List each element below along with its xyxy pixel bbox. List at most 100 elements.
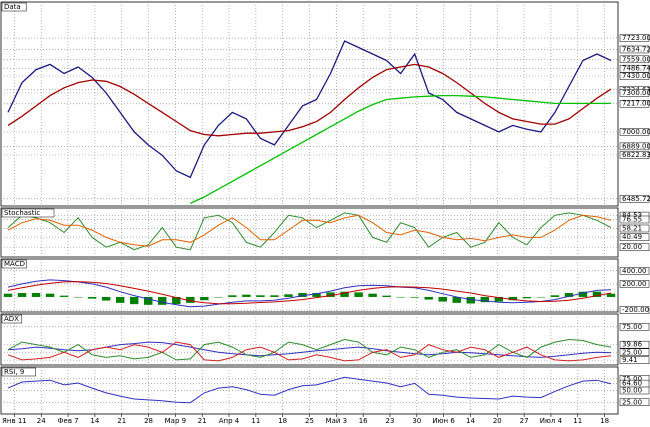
histogram-bar [354,292,363,297]
y-tick-label: 75.00 [622,323,642,331]
histogram-bar [312,293,321,297]
histogram-bar [368,293,377,297]
histogram-bar [284,294,293,297]
histogram-bar [592,291,602,297]
y-tick-label: 6889.00 [622,142,650,150]
y-tick-box [619,398,650,406]
histogram-bar [578,291,588,297]
histogram-bar [298,293,307,297]
x-tick-label: Мар 9 [165,417,186,425]
panel-title-box [1,367,36,377]
y-tick-label: 50.00 [622,387,642,395]
y-tick-box [619,243,650,251]
y-tick-label: 7217.00 [622,100,650,108]
y-tick-label: 7300.00 [622,89,650,97]
x-tick-label: 27 [520,417,529,425]
x-tick-label: 16 [359,417,368,425]
x-tick-label: 30 [412,417,421,425]
histogram-bar [564,293,574,297]
x-tick-label: 18 [278,417,287,425]
histogram-bar [31,293,41,297]
histogram-bar [87,296,97,299]
y-tick-label: 7486.74 [622,65,650,73]
y-tick-label: 6485.72 [622,195,650,203]
y-tick-label: 58.21 [622,224,642,232]
histogram-bar [410,296,419,298]
y-tick-label: 75.00 [622,375,642,383]
y-tick-box [619,55,650,64]
panel-title: Data [4,3,21,11]
histogram-bar [228,295,237,297]
panel-title-box [1,208,55,218]
y-tick-label: 9.41 [622,356,638,364]
histogram-bar [200,296,209,301]
y-tick-label: 39.86 [622,341,643,349]
x-tick-label: 20 [493,417,502,425]
x-tick-label: 25 [305,417,314,425]
x-tick-label: 14 [466,417,475,425]
x-tick-label: 14 [90,417,99,425]
histogram-bar [466,296,475,304]
histogram-bar [242,294,251,297]
histogram-bar [452,296,461,303]
series-line [7,214,612,247]
y-tick-box [619,267,650,275]
y-tick-label: 7559.00 [622,55,650,63]
series-line [190,94,611,204]
x-tick-label: Фев 7 [57,417,78,425]
histogram-bar [550,295,560,297]
y-tick-box [619,215,650,224]
y-tick-label: 25.00 [622,398,642,406]
y-tick-box [619,34,650,42]
y-tick-box [619,323,650,331]
y-tick-box [619,233,650,241]
y-tick-label: 84.53 [622,212,642,220]
histogram-bar [256,295,265,297]
histogram-bar [186,296,195,303]
histogram-bar [144,296,153,305]
y-tick-label: 7723.00 [622,34,650,42]
series-line [7,338,612,361]
panel-title-box [1,314,23,324]
x-tick-label: Янв 11 [2,417,27,425]
panel-title: Stochastic [4,209,40,217]
x-tick-label: 21 [198,417,207,425]
series-line [7,279,612,308]
y-tick-box [619,280,650,288]
panel-title: RSI, 9 [4,368,24,376]
x-tick-label: 18 [600,417,609,425]
histogram-bar [101,296,111,301]
histogram-bar [326,292,335,297]
histogram-bar [158,296,167,305]
x-tick-label: Апр 4 [219,417,240,425]
series-line [7,341,612,358]
y-tick-label: 64.60 [622,380,642,388]
x-tick-label: Май 3 [326,417,348,425]
histogram-bar [270,295,279,297]
panel-title: ADX [4,315,19,323]
y-tick-box [619,89,650,97]
series-line [7,40,612,179]
series-line [7,376,612,404]
histogram-bar [115,296,125,303]
histogram-bar [214,296,223,298]
histogram-bar [130,296,139,305]
histogram-bar [73,296,83,298]
histogram-bar [59,295,69,297]
y-tick-box [619,45,650,54]
y-tick-box [619,151,650,159]
y-tick-box [619,356,650,364]
y-tick-box [619,195,650,203]
y-tick-box [619,64,650,73]
panel-title-box [1,259,27,269]
y-tick-box [619,72,650,80]
histogram-bar [480,296,489,303]
y-tick-label: 25.00 [622,348,642,356]
histogram-bar [396,296,405,298]
histogram-bar [438,296,447,302]
y-tick-label: 20.00 [622,243,642,251]
histogram-bar [606,293,616,297]
histogram-bar [424,296,433,300]
